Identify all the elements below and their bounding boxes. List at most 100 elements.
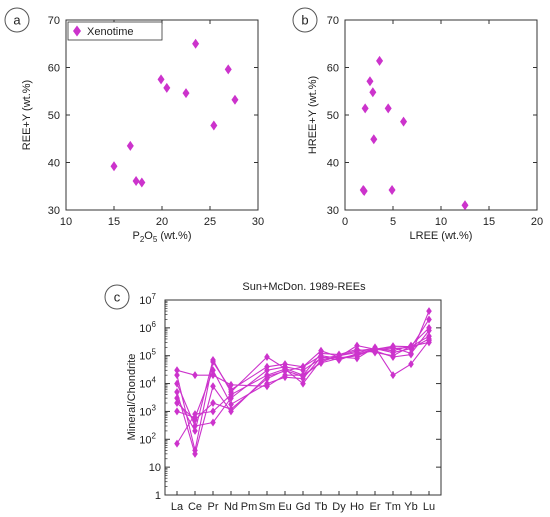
y-tick-label: 1 <box>155 490 161 502</box>
data-point <box>318 349 324 358</box>
data-point <box>370 134 378 145</box>
data-point <box>408 342 414 351</box>
series-line <box>176 319 430 456</box>
axis-ticks: 1 10 102 103 104 105 106 107 La Ce Pr Nd Pm Sm Eu Gd Tb D… <box>139 292 441 513</box>
x-tick-label: Ho <box>350 501 364 513</box>
x-tick-label: 20 <box>531 216 543 228</box>
data-point <box>426 326 432 335</box>
y-tick-label: 102 <box>139 431 156 446</box>
data-point <box>210 371 216 380</box>
data-point <box>408 349 414 358</box>
x-axis-label: LREE (wt.%) <box>410 230 473 242</box>
data-point <box>132 176 140 187</box>
data-point <box>228 380 234 389</box>
data-point <box>264 366 270 375</box>
data-point <box>384 103 392 114</box>
panel-label: a <box>13 13 21 28</box>
data-point <box>390 343 396 352</box>
data-point <box>174 371 180 380</box>
data-point <box>210 120 218 131</box>
x-tick-label: Lu <box>423 501 435 513</box>
y-tick-label: 70 <box>48 15 60 27</box>
x-tick-label: Sm <box>259 501 276 513</box>
y-tick-label: 70 <box>327 15 339 27</box>
panel-b: b 0 5 10 15 20 30 40 50 60 70 LREE (wt.%) HREE+Y … <box>292 7 543 242</box>
data-point <box>192 421 198 430</box>
y-tick-label: 60 <box>327 63 339 75</box>
data-point <box>390 371 396 380</box>
panel-label-circle <box>292 7 318 33</box>
data-point <box>231 94 239 105</box>
x-tick-label: 25 <box>204 216 216 228</box>
data-point <box>182 88 190 99</box>
y-tick-label: 106 <box>139 320 156 335</box>
axis-ticks: 10 15 20 25 30 30 40 50 60 70 <box>48 15 264 228</box>
y-axis-label: REE+Y (wt.%) <box>21 80 33 150</box>
axis-ticks: 0 5 10 15 20 30 40 50 60 70 <box>327 15 543 228</box>
data-point <box>354 348 360 357</box>
data-point <box>210 382 216 391</box>
data-point <box>138 177 146 188</box>
data-point <box>110 161 118 172</box>
x-tick-label: Yb <box>404 501 417 513</box>
y-tick-label: 103 <box>139 403 156 418</box>
data-point <box>461 200 469 211</box>
data-point <box>126 140 134 151</box>
data-point <box>426 307 432 316</box>
x-tick-label: Tm <box>385 501 401 513</box>
plot-frame <box>164 299 442 496</box>
x-tick-label: La <box>171 501 184 513</box>
data-point <box>264 382 270 391</box>
data-point <box>360 186 368 196</box>
x-tick-label: Gd <box>296 501 311 513</box>
data-point <box>300 379 306 388</box>
legend-entry: Xenotime <box>87 26 133 38</box>
y-axis-label: Mineral/Chondrite <box>126 354 138 441</box>
scatter-points <box>110 38 239 188</box>
data-point <box>400 116 408 127</box>
panel-label-circle <box>4 7 30 33</box>
panel-a: a 10 15 20 25 30 30 40 50 60 70 P2O5 (wt.%) REE+Y… <box>4 7 264 244</box>
series-line <box>176 330 430 421</box>
plot-frame <box>344 19 538 211</box>
data-point <box>174 379 180 388</box>
data-point <box>174 387 180 396</box>
data-point <box>174 394 180 403</box>
series-line <box>176 340 430 444</box>
data-point <box>192 426 198 435</box>
data-point <box>388 185 396 196</box>
data-point <box>228 387 234 396</box>
scatter-points <box>359 55 469 211</box>
data-point <box>210 366 216 375</box>
x-tick-label: Eu <box>278 501 291 513</box>
y-tick-label: 50 <box>327 110 339 122</box>
data-point <box>210 418 216 427</box>
x-tick-label: Ce <box>188 501 202 513</box>
y-tick-label: 104 <box>139 376 156 391</box>
panel-c: c Sun+McDon. 1989-REEs 1 10 102 103 104 105 10… <box>104 281 442 513</box>
x-tick-label: 10 <box>435 216 447 228</box>
data-point <box>390 351 396 360</box>
x-tick-label: Er <box>370 501 381 513</box>
y-tick-label: 30 <box>48 205 60 217</box>
data-point <box>336 351 342 360</box>
y-tick-label: 50 <box>48 110 60 122</box>
data-point <box>210 356 216 365</box>
data-point <box>210 399 216 408</box>
data-point <box>228 405 234 414</box>
data-point <box>192 38 200 49</box>
panel-label: c <box>114 290 121 305</box>
legend-marker <box>73 25 81 37</box>
data-point <box>174 399 180 408</box>
series-line <box>176 335 430 451</box>
y-tick-label: 105 <box>139 348 156 363</box>
series-lines <box>176 310 430 456</box>
data-point <box>174 407 180 416</box>
y-tick-label: 107 <box>139 292 156 307</box>
x-tick-label: Pm <box>241 501 258 513</box>
panel-label: b <box>301 13 308 28</box>
data-point <box>426 315 432 324</box>
data-point <box>192 371 198 380</box>
data-point <box>174 439 180 448</box>
